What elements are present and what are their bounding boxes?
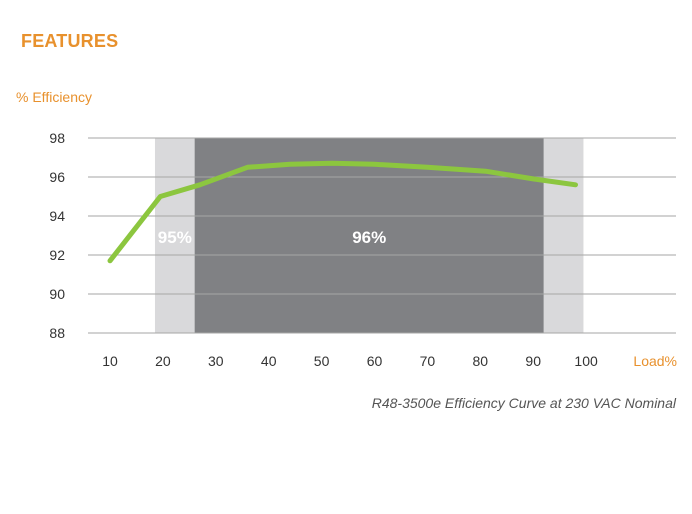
x-tick-30: 30 — [208, 353, 224, 369]
features-heading: FEATURES — [21, 31, 119, 51]
y-tick-92: 92 — [49, 247, 65, 263]
efficiency-curve-layer — [107, 160, 578, 264]
y-tick-88: 88 — [49, 325, 65, 341]
y-tick-98: 98 — [49, 130, 65, 146]
efficiency-bands: 95% 96% — [154, 138, 584, 333]
y-tick-labels: 98 96 94 92 90 88 — [49, 130, 65, 341]
x-tick-60: 60 — [367, 353, 383, 369]
band-label-1: 96% — [352, 228, 386, 247]
y-tick-90: 90 — [49, 286, 65, 302]
x-axis-label: Load% — [633, 353, 677, 369]
band-0 — [154, 138, 195, 333]
band-2 — [543, 138, 584, 333]
x-tick-20: 20 — [155, 353, 171, 369]
x-tick-40: 40 — [261, 353, 277, 369]
gridlines — [88, 137, 676, 334]
x-tick-70: 70 — [420, 353, 436, 369]
band-label-0: 95% — [158, 228, 192, 247]
y-tick-94: 94 — [49, 208, 65, 224]
y-tick-96: 96 — [49, 169, 65, 185]
chart-caption: R48-3500e Efficiency Curve at 230 VAC No… — [371, 395, 676, 411]
x-tick-80: 80 — [473, 353, 489, 369]
x-tick-10: 10 — [102, 353, 118, 369]
x-tick-50: 50 — [314, 353, 330, 369]
x-tick-100: 100 — [574, 353, 598, 369]
efficiency-curve — [107, 160, 578, 264]
y-axis-label: % Efficiency — [16, 89, 92, 105]
x-tick-labels: 10 20 30 40 50 60 70 80 90 100 — [102, 353, 598, 369]
x-tick-90: 90 — [525, 353, 541, 369]
